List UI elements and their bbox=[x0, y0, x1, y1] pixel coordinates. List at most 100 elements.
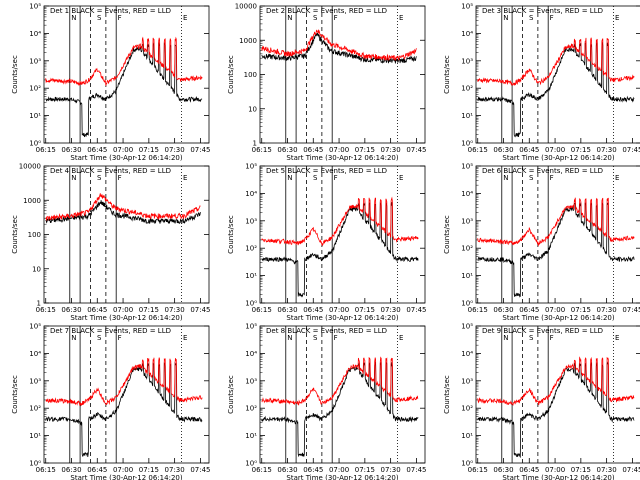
x-tick-label: 07:15 bbox=[571, 306, 591, 314]
plot-frame bbox=[43, 325, 210, 464]
y-tick-label: 1 bbox=[37, 300, 41, 308]
y-axis-label: Counts/sec bbox=[11, 55, 19, 94]
segment-letter-e: E bbox=[615, 174, 619, 182]
x-axis-label: Start Time (30-Apr-12 06:14:20) bbox=[286, 474, 398, 480]
y-tick-label: 10³ bbox=[461, 57, 473, 65]
series-line-events bbox=[45, 361, 203, 457]
plot-frame bbox=[259, 325, 426, 464]
x-tick-label: 07:45 bbox=[190, 306, 210, 314]
segment-letter-n: N bbox=[287, 334, 292, 342]
series-line-events bbox=[261, 201, 419, 298]
segment-letter-e: E bbox=[615, 14, 619, 22]
x-tick-label: 06:30 bbox=[493, 306, 513, 314]
y-axis-label: Counts/sec bbox=[443, 55, 451, 94]
segment-letter-e: E bbox=[615, 334, 619, 342]
x-tick-label: 07:15 bbox=[571, 466, 591, 474]
plot-frame bbox=[475, 5, 640, 144]
x-tick-label: 06:45 bbox=[87, 146, 107, 154]
y-tick-label: 100 bbox=[244, 71, 257, 79]
x-tick-label: 06:45 bbox=[87, 466, 107, 474]
x-tick-label: 07:00 bbox=[329, 146, 349, 154]
segment-letter-n: N bbox=[503, 174, 508, 182]
y-tick-label: 10⁰ bbox=[461, 460, 473, 468]
y-tick-label: 10¹ bbox=[29, 112, 41, 120]
x-tick-label: 06:30 bbox=[61, 466, 81, 474]
x-tick-label: 06:45 bbox=[87, 306, 107, 314]
x-tick-label: 06:15 bbox=[252, 466, 272, 474]
segment-letter-e: E bbox=[399, 334, 403, 342]
x-tick-label: 06:30 bbox=[61, 146, 81, 154]
x-tick-label: 06:15 bbox=[252, 146, 272, 154]
panel-title: Det 8 BLACK = Events, RED = LLD bbox=[266, 327, 387, 335]
y-tick-label: 10¹ bbox=[461, 272, 473, 280]
y-tick-label: 100 bbox=[28, 231, 41, 239]
x-tick-label: 06:45 bbox=[519, 466, 539, 474]
segment-letter-s: S bbox=[313, 174, 318, 182]
series-line-lld bbox=[45, 36, 203, 87]
y-tick-label: 10⁵ bbox=[245, 163, 257, 171]
plot-frame bbox=[259, 165, 426, 304]
x-tick-label: 07:30 bbox=[381, 146, 401, 154]
x-tick-label: 07:15 bbox=[355, 466, 375, 474]
x-tick-label: 07:15 bbox=[355, 306, 375, 314]
y-tick-label: 10² bbox=[29, 405, 41, 413]
y-tick-label: 10⁰ bbox=[245, 300, 257, 308]
y-axis-label: Counts/sec bbox=[11, 215, 19, 254]
y-tick-label: 10³ bbox=[461, 377, 473, 385]
segment-letter-s: S bbox=[313, 334, 318, 342]
x-tick-label: 07:00 bbox=[113, 306, 133, 314]
y-tick-label: 10000 bbox=[235, 3, 257, 11]
y-tick-label: 10⁰ bbox=[245, 460, 257, 468]
x-tick-label: 06:45 bbox=[303, 306, 323, 314]
y-tick-label: 10⁰ bbox=[461, 300, 473, 308]
x-tick-label: 07:45 bbox=[190, 146, 210, 154]
segment-letter-f: F bbox=[550, 14, 554, 22]
x-tick-label: 07:30 bbox=[165, 306, 185, 314]
x-tick-label: 07:45 bbox=[190, 466, 210, 474]
segment-letter-f: F bbox=[118, 14, 122, 22]
x-tick-label: 07:15 bbox=[139, 146, 159, 154]
x-tick-label: 07:15 bbox=[139, 466, 159, 474]
segment-letter-n: N bbox=[71, 174, 76, 182]
plot-frame bbox=[43, 5, 210, 144]
y-tick-label: 10⁴ bbox=[461, 350, 473, 358]
series-line-lld bbox=[477, 197, 635, 247]
x-axis-label: Start Time (30-Apr-12 06:14:20) bbox=[502, 154, 614, 162]
x-tick-label: 07:00 bbox=[113, 146, 133, 154]
series-line-lld bbox=[261, 196, 419, 247]
y-tick-label: 10000 bbox=[19, 163, 41, 171]
x-tick-label: 07:30 bbox=[381, 466, 401, 474]
segment-letter-e: E bbox=[183, 334, 187, 342]
segment-letter-n: N bbox=[503, 334, 508, 342]
panel-title: Det 3 BLACK = Events, RED = LLD bbox=[482, 7, 603, 15]
plot-frame bbox=[259, 5, 426, 144]
y-tick-label: 10² bbox=[29, 85, 41, 93]
y-tick-label: 10 bbox=[248, 105, 257, 113]
panel-title: Det 4 BLACK = Events, RED = LLD bbox=[50, 167, 171, 175]
y-tick-label: 10⁴ bbox=[245, 190, 257, 198]
segment-letter-n: N bbox=[287, 174, 292, 182]
x-tick-label: 07:00 bbox=[329, 306, 349, 314]
plot-frame bbox=[475, 165, 640, 304]
x-tick-label: 07:15 bbox=[355, 146, 375, 154]
x-tick-label: 06:45 bbox=[303, 146, 323, 154]
panel-title: Det 6 BLACK = Events, RED = LLD bbox=[482, 167, 603, 175]
series-line-events bbox=[261, 361, 419, 458]
y-tick-label: 10³ bbox=[245, 377, 257, 385]
y-axis-label: Counts/sec bbox=[227, 215, 235, 254]
x-tick-label: 06:15 bbox=[252, 306, 272, 314]
y-tick-label: 10⁰ bbox=[29, 140, 41, 148]
y-tick-label: 10⁴ bbox=[29, 350, 41, 358]
x-tick-label: 07:45 bbox=[622, 306, 640, 314]
x-tick-label: 07:30 bbox=[165, 146, 185, 154]
y-tick-label: 10⁵ bbox=[29, 323, 41, 331]
y-tick-label: 10² bbox=[461, 85, 473, 93]
x-tick-label: 06:15 bbox=[468, 306, 488, 314]
y-tick-label: 10² bbox=[461, 405, 473, 413]
